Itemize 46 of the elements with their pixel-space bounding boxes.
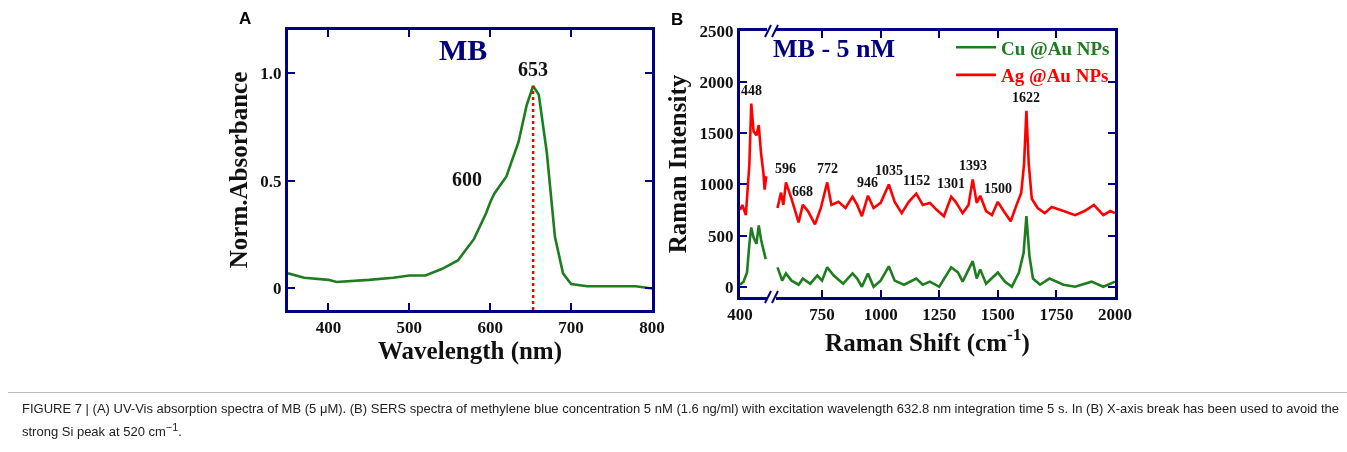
y-tick-label: 2000 <box>699 73 734 93</box>
annotation: 1622 <box>1012 90 1040 105</box>
y-tick-label: 1000 <box>699 175 734 195</box>
y-tick-label: 0 <box>725 277 734 297</box>
line-series <box>288 84 652 290</box>
annotation: 1035 <box>875 163 903 178</box>
x-tick-label: 400 <box>727 305 753 325</box>
y-tick-label: 500 <box>708 226 734 246</box>
annotation: 1152 <box>903 173 931 188</box>
x-tick-label: 1750 <box>1039 305 1074 325</box>
x-tick-label: 700 <box>558 318 584 338</box>
x-tick-label: 400 <box>315 318 342 338</box>
y-tick-label: 0 <box>273 279 282 299</box>
y-axis-title: Raman Intensity <box>664 74 692 254</box>
x-tick-label: 1000 <box>863 305 898 325</box>
x-tick-label: 1500 <box>980 305 1015 325</box>
y-axis-title: Norm.Absorbance <box>225 71 253 269</box>
x-tick-label: 1250 <box>922 305 957 325</box>
x-tick-label: 750 <box>809 305 835 325</box>
legend-label: Cu @Au NPs <box>1001 37 1110 59</box>
text: B <box>671 10 684 29</box>
x-tick-label: 500 <box>396 318 423 338</box>
chart-title: MB <box>439 33 488 66</box>
y-tick-label: 1500 <box>699 124 734 144</box>
y-tick-label: 2500 <box>699 21 734 41</box>
annotation: 448 <box>741 83 762 98</box>
y-tick-label: 1.0 <box>260 64 282 84</box>
annotation: 946 <box>857 175 878 190</box>
x-tick-label: 2000 <box>1098 305 1132 325</box>
x-tick-label: 800 <box>639 318 665 338</box>
x-axis-title: Raman Shift (cm$^{-1}$) <box>825 324 1030 357</box>
annotation: 1393 <box>959 158 987 173</box>
y-tick-label: 0.5 <box>260 171 282 191</box>
annotation: 600 <box>452 168 482 190</box>
x-axis-title: Wavelength (nm) <box>377 337 563 366</box>
annotation: 772 <box>817 161 838 176</box>
caption: FIGURE 7 | (A) UV-Vis absorption spectra of MB (5 μM). (B) SERS spectra of methylene blue concentration 5 nM (1.6 ng/ml) with excitation wavelength 632.8 nm integration time 5 s. In (B) X-axis break has been used to avoid the strong Si peak at 520 cm$^{−1}$. <box>8 392 1347 443</box>
text: A <box>239 9 252 28</box>
annotation: 1500 <box>984 181 1012 196</box>
chart-title: MB - 5 nM <box>773 34 896 63</box>
annotation: 668 <box>792 184 813 199</box>
annotation: 653 <box>518 58 548 80</box>
annotation: 1301 <box>937 176 965 191</box>
x-tick-label: 600 <box>477 318 503 338</box>
legend-label: Ag @Au NPs <box>1001 65 1109 87</box>
annotation: 596 <box>775 161 796 176</box>
